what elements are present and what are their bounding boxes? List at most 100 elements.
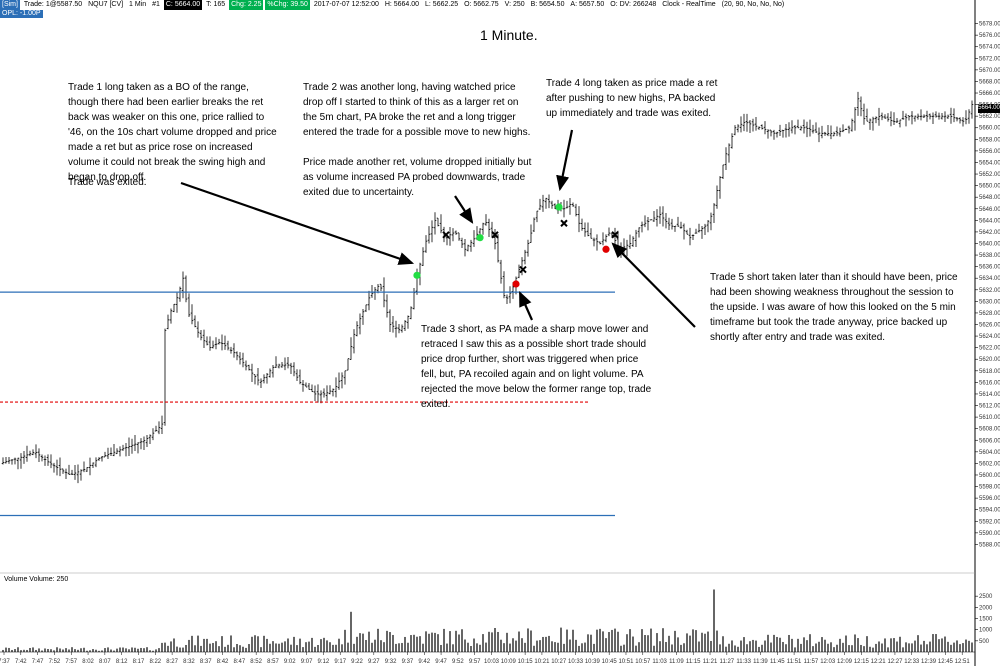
time-tick-label: 9:17 xyxy=(334,659,346,665)
price-tick-label: 5602.00 xyxy=(979,461,1000,467)
price-tick-label: 5624.00 xyxy=(979,334,1000,340)
clock-label: Clock - RealTime xyxy=(662,1,716,8)
price-tick-label: 5594.00 xyxy=(979,508,1000,514)
time-tick-label: 7:42 xyxy=(15,659,27,665)
price-tick-label: 5600.00 xyxy=(979,473,1000,479)
price-tick-label: 5614.00 xyxy=(979,392,1000,398)
time-tick-label: 12:21 xyxy=(871,659,887,665)
annotation-trade4: Trade 4 long taken as price made a ret a… xyxy=(546,78,718,119)
price-tick-label: 5656.00 xyxy=(979,149,1000,155)
price-tick-label: 5650.00 xyxy=(979,184,1000,190)
time-tick-label: 12:45 xyxy=(938,659,954,665)
price-tick-label: 5598.00 xyxy=(979,485,1000,491)
price-tick-label: 5632.00 xyxy=(979,288,1000,294)
time-tick-label: 12:27 xyxy=(887,659,903,665)
price-tick-label: 5616.00 xyxy=(979,380,1000,386)
time-tick-label: 9:47 xyxy=(435,659,447,665)
long-entry-marker xyxy=(476,234,484,242)
price-tick-label: 5642.00 xyxy=(979,230,1000,236)
price-tick-label: 5640.00 xyxy=(979,241,1000,247)
open-value: O: 5662.75 xyxy=(464,1,499,8)
time-tick-label: 8:57 xyxy=(267,659,279,665)
change-value: Chg: 2.25 xyxy=(229,0,264,10)
time-tick-label: 7:52 xyxy=(49,659,61,665)
price-tick-label: 5620.00 xyxy=(979,357,1000,363)
time-tick-label: 10:45 xyxy=(602,659,618,665)
time-tick-label: 8:47 xyxy=(234,659,246,665)
time-tick-label: 11:27 xyxy=(720,659,735,665)
annotation-arrow xyxy=(518,290,534,321)
sim-tag: [Sim] xyxy=(0,0,20,10)
time-tick-label: 12:03 xyxy=(820,659,836,665)
price-tick-label: 5604.00 xyxy=(979,450,1000,456)
time-tick-label: 8:02 xyxy=(82,659,94,665)
price-tick-label: 5590.00 xyxy=(979,531,1000,537)
short-entry-marker xyxy=(512,280,520,288)
price-tick-label: 5652.00 xyxy=(979,172,1000,178)
time-tick-label: 7:47 xyxy=(32,659,44,665)
price-tick-label: 5606.00 xyxy=(979,438,1000,444)
time-tick-label: 12:39 xyxy=(921,659,937,665)
price-tick-label: 5634.00 xyxy=(979,276,1000,282)
price-tick-label: 5668.00 xyxy=(979,79,1000,85)
short-entry-marker xyxy=(602,245,610,253)
time-tick-label: 8:07 xyxy=(99,659,111,665)
volume-tick-label: 1000 xyxy=(979,628,993,634)
price-tick-label: 5592.00 xyxy=(979,519,1000,525)
open-pnl: OPL: -1.00P xyxy=(0,10,43,18)
price-tick-label: 5660.00 xyxy=(979,126,1000,132)
time-tick-label: 11:33 xyxy=(736,659,751,665)
exit-marker xyxy=(491,231,499,239)
time-tick-label: 8:22 xyxy=(149,659,161,665)
price-tick-label: 5628.00 xyxy=(979,311,1000,317)
annotation-trade2-b: Price made another ret, volume dropped i… xyxy=(303,157,532,198)
long-entry-marker xyxy=(555,203,563,211)
time-tick-label: 10:03 xyxy=(484,659,500,665)
price-tick-label: 5672.00 xyxy=(979,56,1000,62)
price-tick-label: 5676.00 xyxy=(979,33,1000,39)
time-tick-label: 10:21 xyxy=(534,659,550,665)
time-tick-label: 11:03 xyxy=(652,659,667,665)
bar-datetime: 2017-07-07 12:52:00 xyxy=(313,1,379,8)
annotation-arrow xyxy=(180,181,415,265)
time-tick-label: 11:09 xyxy=(669,659,684,665)
symbol-label: NQU7 [CV] xyxy=(88,1,124,8)
time-tick-label: 9:27 xyxy=(368,659,380,665)
annotation-arrow xyxy=(611,242,696,328)
time-tick-label: 8:42 xyxy=(217,659,229,665)
time-tick-label: 10:27 xyxy=(551,659,567,665)
low-value: L: 5662.25 xyxy=(425,1,459,8)
price-tick-label: 5678.00 xyxy=(979,22,1000,28)
time-tick-label: 9:12 xyxy=(318,659,330,665)
time-tick-label: 10:39 xyxy=(585,659,601,665)
trade-label: Trade: 1@5587.50 xyxy=(23,1,83,8)
time-tick-label: 7:57 xyxy=(65,659,77,665)
price-tick-label: 5618.00 xyxy=(979,369,1000,375)
time-tick-label: 9:52 xyxy=(452,659,464,665)
exit-marker xyxy=(519,265,527,274)
time-tick-label: 8:37 xyxy=(200,659,212,665)
volume-tick-label: 2500 xyxy=(979,594,993,600)
exit-marker xyxy=(611,231,619,239)
time-tick-label: 8:17 xyxy=(133,659,145,665)
time-tick-label: 10:51 xyxy=(618,659,634,665)
time-tick-label: 12:15 xyxy=(854,659,870,665)
annotation-trade3: Trade 3 short, as PA made a sharp move l… xyxy=(421,324,652,410)
price-tick-label: 5588.00 xyxy=(979,542,1000,548)
annotation-trade5: Trade 5 short taken later than it should… xyxy=(710,272,958,343)
time-tick-label: 11:39 xyxy=(753,659,768,665)
price-tick-label: 5630.00 xyxy=(979,299,1000,305)
time-tick-label: 12:33 xyxy=(904,659,920,665)
time-tick-label: 11:15 xyxy=(686,659,701,665)
time-tick-label: 9:07 xyxy=(301,659,313,665)
price-tick-label: 5622.00 xyxy=(979,346,1000,352)
volume-tick-label: 1500 xyxy=(979,617,993,623)
volume-tick-label: 2000 xyxy=(979,605,993,611)
high-value: H: 5664.00 xyxy=(384,1,420,8)
price-tick-label: 5666.00 xyxy=(979,91,1000,97)
exit-marker xyxy=(560,219,568,227)
time-tick-label: 9:32 xyxy=(385,659,397,665)
price-tick-label: 5654.00 xyxy=(979,160,1000,166)
annotation-arrow xyxy=(454,195,474,224)
time-tick-label: 10:33 xyxy=(568,659,584,665)
